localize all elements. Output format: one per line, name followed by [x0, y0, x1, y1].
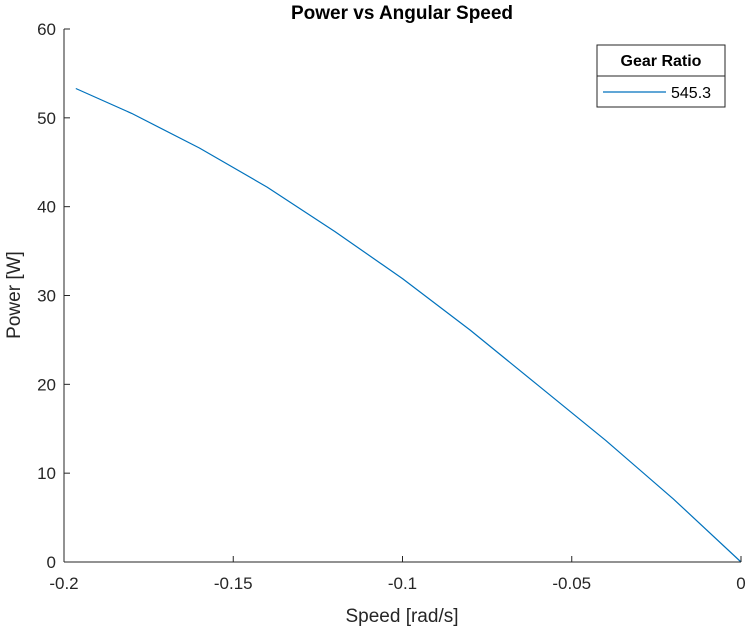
- plot-area: [64, 29, 741, 562]
- y-tick-label: 30: [37, 287, 56, 306]
- x-axis-label: Speed [rad/s]: [345, 606, 458, 627]
- y-tick-label: 60: [37, 20, 56, 39]
- series-layer: [75, 87, 742, 563]
- series-line-545.3: [75, 87, 742, 563]
- y-axis-ticks: 0 10 20 30 40 50 60: [37, 20, 70, 572]
- y-tick-label: 0: [47, 553, 56, 572]
- y-tick-label: 40: [37, 198, 56, 217]
- x-tick-label: -0.05: [552, 574, 591, 593]
- x-tick-label: -0.1: [388, 574, 417, 593]
- y-tick-label: 10: [37, 464, 56, 483]
- chart-title: Power vs Angular Speed: [291, 3, 513, 24]
- legend: Gear Ratio 545.3: [596, 44, 726, 108]
- x-tick-label: -0.2: [49, 574, 78, 593]
- y-tick-label: 50: [37, 109, 56, 128]
- y-tick-label: 20: [37, 375, 56, 394]
- x-tick-label: -0.15: [214, 574, 253, 593]
- legend-title: Gear Ratio: [621, 53, 702, 70]
- x-tick-label: 0: [736, 574, 745, 593]
- y-axis-label: Power [W]: [4, 251, 25, 339]
- legend-entry-label: 545.3: [671, 85, 711, 102]
- x-axis-ticks: -0.2 -0.15 -0.1 -0.05 0: [49, 556, 746, 593]
